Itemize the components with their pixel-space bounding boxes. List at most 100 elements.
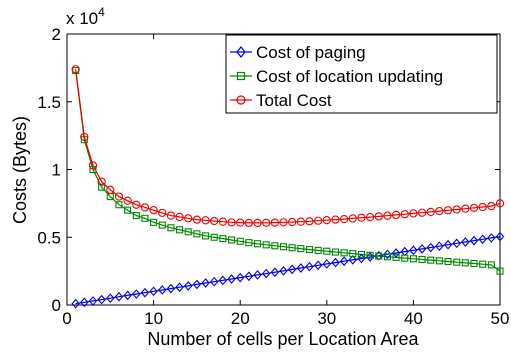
data-point-circle bbox=[348, 214, 357, 223]
data-point-circle bbox=[106, 185, 115, 194]
data-point-diamond bbox=[426, 242, 435, 253]
series-line-0 bbox=[75, 236, 501, 305]
data-point-circle bbox=[400, 210, 409, 219]
data-point-circle bbox=[435, 206, 444, 216]
data-point-circle bbox=[495, 199, 505, 208]
data-point-square bbox=[271, 242, 279, 250]
data-point-circle bbox=[114, 192, 124, 201]
data-point-square bbox=[124, 206, 132, 214]
data-point-diamond bbox=[279, 266, 288, 276]
data-point-diamond bbox=[322, 259, 332, 269]
data-point-diamond bbox=[461, 237, 470, 247]
data-point-circle bbox=[313, 216, 323, 225]
x-tick-label: 50 bbox=[491, 309, 510, 328]
data-point-circle bbox=[374, 212, 383, 221]
data-point-circle bbox=[80, 132, 89, 142]
data-point-circle bbox=[175, 212, 184, 222]
data-point-circle bbox=[227, 218, 236, 227]
data-point-circle bbox=[391, 210, 401, 220]
data-point-circle bbox=[331, 215, 340, 224]
data-point-circle bbox=[461, 204, 470, 213]
data-point-square bbox=[150, 218, 158, 226]
data-point-circle bbox=[166, 211, 176, 220]
legend-marker-updating bbox=[236, 71, 246, 81]
data-point-diamond bbox=[339, 256, 349, 267]
data-point-circle bbox=[452, 205, 461, 214]
legend-label-paging: Cost of paging bbox=[256, 43, 366, 62]
data-point-diamond bbox=[140, 287, 150, 298]
data-point-circle bbox=[210, 216, 219, 226]
series-markers bbox=[71, 65, 505, 309]
legend-item-total: Total Cost bbox=[230, 91, 332, 110]
data-point-diamond bbox=[97, 294, 106, 305]
data-point-diamond bbox=[417, 244, 427, 254]
data-point-diamond bbox=[158, 285, 167, 295]
data-point-square bbox=[219, 235, 227, 243]
data-point-diamond bbox=[123, 290, 132, 301]
data-point-square bbox=[340, 249, 348, 257]
data-point-diamond bbox=[495, 231, 505, 242]
data-point-circle bbox=[322, 216, 331, 225]
data-point-square bbox=[401, 254, 409, 262]
data-point-square bbox=[427, 256, 435, 264]
data-point-circle bbox=[383, 211, 392, 220]
x-tick-label: 40 bbox=[404, 309, 423, 328]
data-point-circle bbox=[339, 214, 349, 224]
data-point-square bbox=[349, 250, 357, 258]
data-point-circle bbox=[262, 218, 271, 227]
data-point-square bbox=[392, 253, 400, 261]
data-point-square bbox=[115, 201, 123, 209]
legend-label-total: Total Cost bbox=[256, 91, 332, 110]
data-point-diamond bbox=[184, 281, 193, 291]
data-point-circle bbox=[192, 215, 202, 224]
data-point-square bbox=[132, 212, 140, 220]
data-point-circle bbox=[426, 207, 435, 217]
data-point-square bbox=[98, 183, 106, 191]
data-point-circle bbox=[244, 218, 254, 228]
data-point-diamond bbox=[296, 263, 306, 273]
data-point-square bbox=[435, 257, 443, 265]
data-point-diamond bbox=[287, 264, 297, 275]
data-point-square bbox=[253, 240, 262, 248]
x-axis-label: Number of cells per Location Area bbox=[147, 329, 419, 349]
data-point-diamond bbox=[227, 274, 236, 284]
data-point-diamond bbox=[88, 296, 98, 306]
data-point-diamond bbox=[435, 241, 444, 252]
legend-label-updating: Cost of location updating bbox=[256, 67, 443, 86]
data-point-square bbox=[453, 258, 461, 266]
data-point-diamond bbox=[114, 291, 124, 302]
data-point-square bbox=[323, 247, 331, 255]
data-point-diamond bbox=[305, 261, 314, 272]
data-point-circle bbox=[288, 217, 297, 227]
data-point-circle bbox=[123, 196, 132, 205]
data-point-square bbox=[158, 221, 166, 229]
ticks-group: 0 10 20 30 40 50 0 0.5 1 1.5 2 bbox=[37, 25, 509, 328]
data-point-circle bbox=[140, 203, 150, 212]
data-point-square bbox=[357, 250, 365, 259]
data-point-square bbox=[262, 241, 270, 249]
data-point-square bbox=[461, 259, 469, 267]
data-point-diamond bbox=[391, 248, 401, 258]
data-point-circle bbox=[305, 217, 314, 226]
data-point-circle bbox=[97, 177, 106, 186]
data-point-diamond bbox=[71, 298, 80, 309]
data-point-circle bbox=[469, 203, 479, 212]
data-point-circle bbox=[158, 208, 167, 218]
data-point-circle bbox=[149, 205, 158, 215]
data-point-circle bbox=[365, 212, 375, 222]
data-point-circle bbox=[184, 214, 193, 223]
series-line-2 bbox=[75, 69, 501, 224]
data-point-circle bbox=[88, 161, 98, 170]
data-point-circle bbox=[478, 202, 487, 212]
data-point-circle bbox=[357, 213, 366, 222]
data-point-square bbox=[176, 226, 184, 234]
data-point-circle bbox=[296, 217, 305, 226]
data-point-diamond bbox=[166, 283, 176, 294]
legend: Cost of paging Cost of location updating… bbox=[225, 34, 498, 114]
data-point-diamond bbox=[253, 270, 262, 280]
data-point-square bbox=[184, 228, 192, 236]
data-point-diamond bbox=[235, 272, 245, 283]
data-point-circle bbox=[417, 208, 427, 217]
data-point-square bbox=[297, 245, 305, 253]
